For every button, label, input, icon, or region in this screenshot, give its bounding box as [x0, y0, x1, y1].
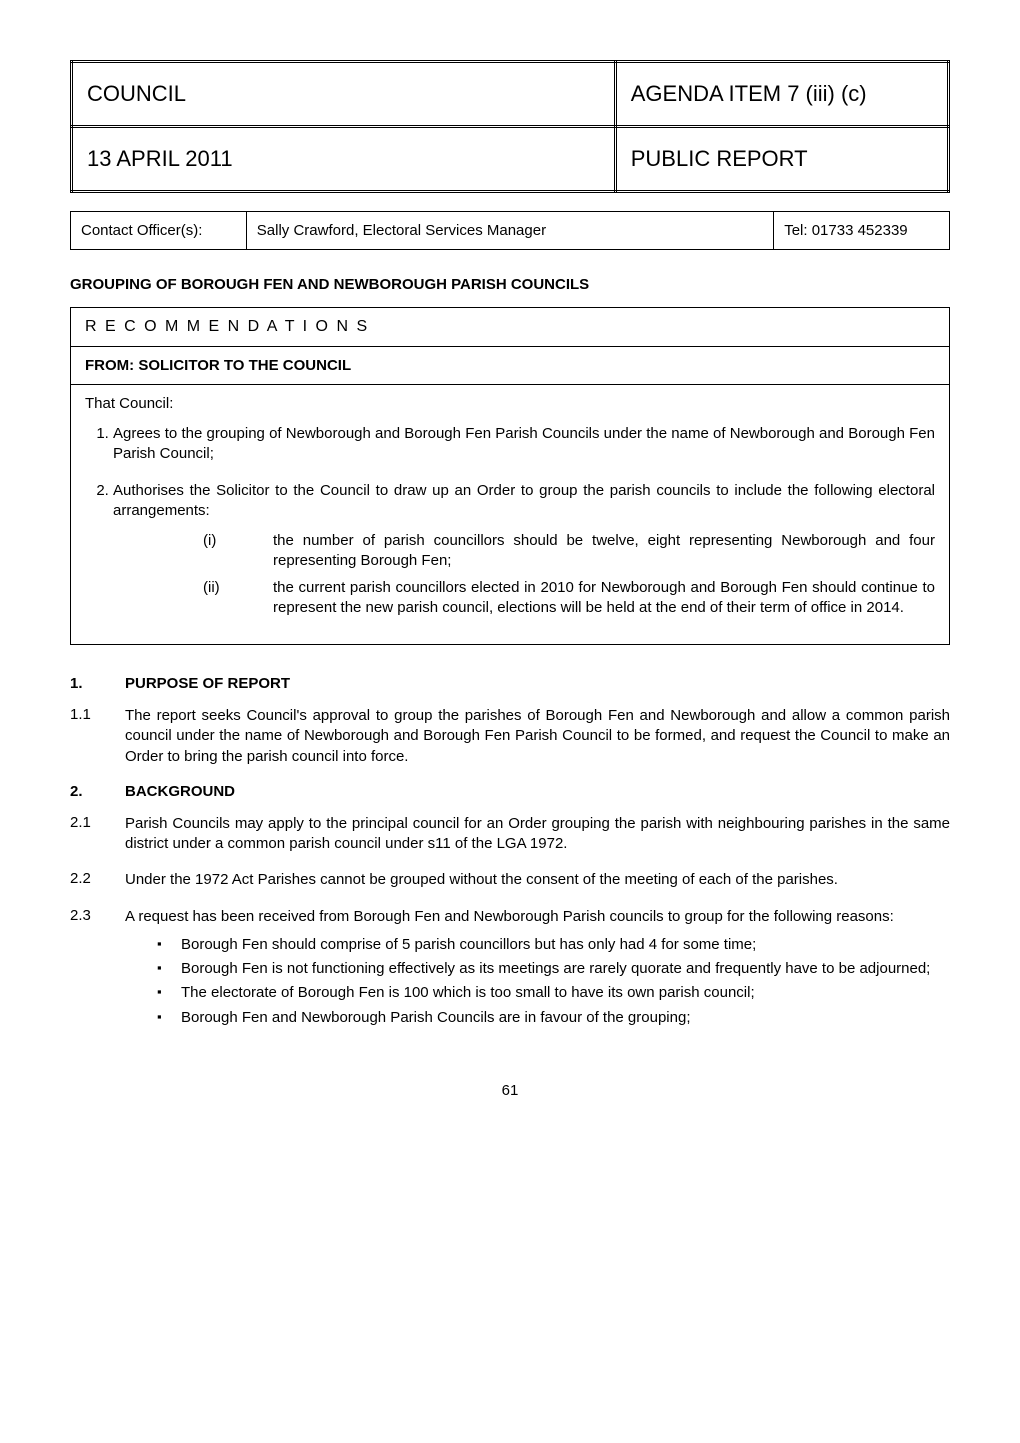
para-2-2-text: Under the 1972 Act Parishes cannot be gr… [125, 870, 950, 890]
roman-num-2: (ii) [203, 578, 273, 619]
section-1-heading: PURPOSE OF REPORT [125, 675, 290, 692]
bullet-1: Borough Fen should comprise of 5 parish … [157, 935, 950, 955]
recommendation-item-2-text: Authorises the Solicitor to the Council … [113, 482, 935, 519]
para-1-1-text: The report seeks Council's approval to g… [125, 706, 950, 767]
para-2-1: 2.1 Parish Councils may apply to the pri… [70, 814, 950, 855]
report-type-cell: PUBLIC REPORT [615, 127, 948, 192]
para-1-1: 1.1 The report seeks Council's approval … [70, 706, 950, 767]
para-2-1-text: Parish Councils may apply to the princip… [125, 814, 950, 855]
recommendations-heading-cell: R E C O M M E N D A T I O N S [71, 308, 950, 347]
para-2-3-bullets: Borough Fen should comprise of 5 parish … [157, 935, 950, 1028]
contact-tel: Tel: 01733 452339 [774, 212, 950, 250]
para-2-2: 2.2 Under the 1972 Act Parishes cannot b… [70, 870, 950, 890]
from-text: FROM: SOLICITOR TO THE COUNCIL [85, 357, 351, 374]
contact-label: Contact Officer(s): [71, 212, 247, 250]
roman-text-1: the number of parish councillors should … [273, 531, 935, 572]
section-1-header: 1. PURPOSE OF REPORT [70, 675, 950, 692]
roman-text-2: the current parish councillors elected i… [273, 578, 935, 619]
para-1-1-num: 1.1 [70, 706, 125, 767]
document-title: GROUPING OF BOROUGH FEN AND NEWBOROUGH P… [70, 276, 950, 293]
section-2-header: 2. BACKGROUND [70, 783, 950, 800]
contact-table: Contact Officer(s): Sally Crawford, Elec… [70, 211, 950, 250]
roman-item-1: (i) the number of parish councillors sho… [203, 531, 935, 572]
from-cell: FROM: SOLICITOR TO THE COUNCIL [71, 347, 950, 385]
that-council-intro: That Council: [85, 395, 935, 412]
recommendation-item-2: Authorises the Solicitor to the Council … [113, 481, 935, 619]
recommendations-list: Agrees to the grouping of Newborough and… [113, 424, 935, 618]
recommendations-heading: R E C O M M E N D A T I O N S [85, 318, 369, 335]
para-2-3-num: 2.3 [70, 907, 125, 1032]
header-table: COUNCIL AGENDA ITEM 7 (iii) (c) 13 APRIL… [70, 60, 950, 193]
para-2-3-body: A request has been received from Borough… [125, 907, 950, 1032]
section-2-num: 2. [70, 783, 125, 800]
roman-sublist: (i) the number of parish councillors sho… [203, 531, 935, 618]
para-2-2-num: 2.2 [70, 870, 125, 890]
council-cell: COUNCIL [72, 62, 616, 127]
section-1-num: 1. [70, 675, 125, 692]
bullet-2: Borough Fen is not functioning effective… [157, 959, 950, 979]
bullet-4: Borough Fen and Newborough Parish Counci… [157, 1008, 950, 1028]
page-number: 61 [70, 1082, 950, 1099]
roman-item-2: (ii) the current parish councillors elec… [203, 578, 935, 619]
roman-num-1: (i) [203, 531, 273, 572]
recommendation-item-1: Agrees to the grouping of Newborough and… [113, 424, 935, 465]
recommendations-body: That Council: Agrees to the grouping of … [71, 385, 950, 645]
para-2-3: 2.3 A request has been received from Bor… [70, 907, 950, 1032]
bullet-3: The electorate of Borough Fen is 100 whi… [157, 983, 950, 1003]
date-cell: 13 APRIL 2011 [72, 127, 616, 192]
para-2-3-text: A request has been received from Borough… [125, 908, 894, 925]
section-2-heading: BACKGROUND [125, 783, 235, 800]
para-2-1-num: 2.1 [70, 814, 125, 855]
contact-name: Sally Crawford, Electoral Services Manag… [246, 212, 773, 250]
recommendations-table: R E C O M M E N D A T I O N S FROM: SOLI… [70, 307, 950, 645]
agenda-cell: AGENDA ITEM 7 (iii) (c) [615, 62, 948, 127]
